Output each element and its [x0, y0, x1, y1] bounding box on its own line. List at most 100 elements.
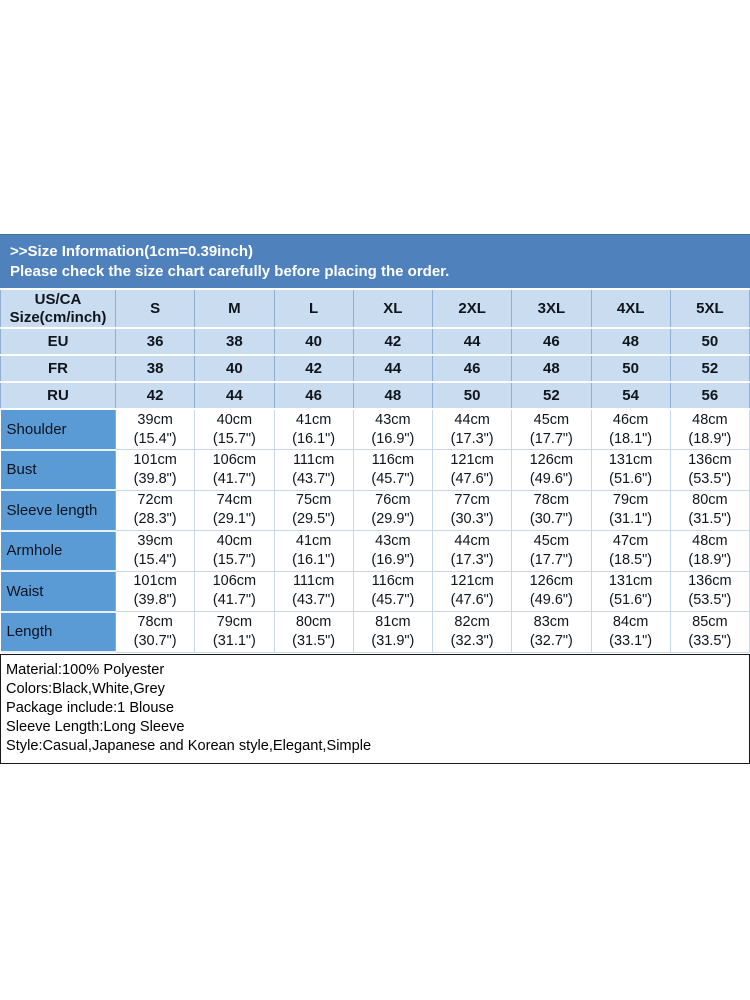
detail-colors: Colors:Black,White,Grey [6, 681, 165, 697]
product-details-box: Material:100% Polyester Colors:Black,Whi… [0, 654, 750, 764]
measurement-cm: 48cm [692, 532, 728, 549]
measurement-cm: 85cm [692, 613, 728, 630]
measurement-cm: 106cm [212, 573, 257, 590]
measurement-cell: 77cm (30.3") [431, 489, 513, 531]
measurement-cell: 45cm (17.7") [511, 530, 592, 572]
measurement-cm: 40cm [216, 411, 253, 428]
size-value-cell: 46 [511, 327, 592, 356]
measurement-inch: (51.6") [609, 592, 653, 609]
measurement-inch: (16.9") [371, 430, 415, 447]
measurement-inch: (39.8") [133, 470, 177, 487]
size-column-header: 2XL [431, 288, 513, 329]
measurement-inch: (30.7") [529, 511, 573, 528]
size-value-cell: 36 [114, 327, 196, 356]
measurement-cm: 39cm [137, 532, 173, 549]
measurement-inch: (53.5") [688, 592, 732, 609]
measurement-cell: 78cm (30.7") [114, 611, 196, 653]
measurement-inch: (47.6") [450, 470, 494, 487]
measurement-cell: 85cm (33.5") [669, 611, 750, 653]
measurement-cm: 81cm [375, 613, 411, 630]
measurement-inch: (29.5") [292, 511, 336, 528]
size-info-banner: >>Size Information(1cm=0.39inch) Please … [0, 234, 750, 288]
measurement-cell: 46cm (18.1") [590, 408, 671, 450]
size-value-cell: 50 [669, 327, 750, 356]
measurement-cm: 136cm [688, 573, 732, 590]
measurement-inch: (39.8") [133, 592, 177, 609]
measurement-cm: 101cm [133, 573, 177, 590]
measurement-inch: (41.7") [212, 470, 256, 487]
measurement-inch: (17.7") [529, 551, 573, 568]
size-value-cell: 50 [590, 354, 671, 383]
size-unit-line1: US/CA [34, 290, 82, 308]
size-value-cell: 56 [669, 381, 750, 410]
size-value-cell: 38 [114, 354, 196, 383]
measurement-cm: 111cm [292, 573, 335, 590]
measurement-inch: (29.1") [212, 511, 256, 528]
measurement-inch: (29.9") [371, 511, 415, 528]
measurement-cm: 80cm [295, 613, 332, 630]
measurement-cell: 131cm (51.6") [590, 570, 671, 612]
size-value-cell: 52 [669, 354, 750, 383]
measurement-inch: (16.9") [371, 551, 415, 568]
table-row: Armhole 39cm (15.4") 40cm (15.7") 41cm (16.… [0, 530, 750, 572]
measurement-cm: 76cm [375, 492, 411, 509]
measurement-inch: (15.7") [212, 430, 256, 447]
measurement-inch: (16.1") [292, 551, 336, 568]
table-row: Shoulder 39cm (15.4") 40cm (15.7") 41cm (16… [0, 408, 750, 451]
measurement-inch: (47.6") [450, 592, 494, 609]
measurement-inch: (17.7") [529, 430, 573, 447]
measurement-cell: 76cm (29.9") [352, 489, 434, 531]
measurement-inch: (31.5") [688, 511, 732, 528]
measurement-cell: 101cm (39.8") [114, 449, 196, 491]
size-value-cell: 42 [273, 354, 354, 383]
measurement-cell: 44cm (17.3") [431, 530, 513, 572]
measurement-cell: 111cm (43.7") [273, 449, 354, 491]
top-whitespace [0, 0, 750, 234]
measurement-cell: 43cm (16.9") [352, 530, 434, 572]
measurement-cell: 41cm (16.1") [273, 530, 354, 572]
measurement-cm: 77cm [454, 492, 490, 509]
measurement-cm: 126cm [529, 451, 574, 468]
measurement-cell: 106cm (41.7") [194, 570, 275, 612]
measure-row-label: Shoulder [0, 409, 116, 451]
size-unit-line2: Size(cm/inch) [9, 308, 107, 326]
measurement-cm: 44cm [454, 411, 490, 428]
measurement-cell: 84cm (33.1") [590, 611, 671, 653]
measurement-inch: (15.4") [133, 430, 177, 447]
table-row: Sleeve length 72cm (28.3") 74cm (29.1") 75… [0, 489, 750, 532]
measurement-cell: 136cm (53.5") [669, 449, 750, 491]
region-row-label: FR [0, 354, 116, 383]
measurement-cell: 74cm (29.1") [194, 489, 275, 531]
measurement-inch: (31.9") [371, 632, 415, 649]
measurement-cell: 41cm (16.1") [273, 408, 354, 450]
measurement-cell: 116cm (45.7") [352, 449, 434, 491]
size-column-header: L [273, 288, 354, 329]
size-table: US/CA Size(cm/inch) S M L XL 2XL 3XL 4XL… [0, 288, 750, 653]
size-column-header: M [194, 288, 275, 329]
measurement-inch: (45.7") [371, 470, 415, 487]
measurement-inch: (18.9") [688, 430, 732, 447]
size-value-cell: 48 [352, 381, 434, 410]
size-value-cell: 40 [273, 327, 354, 356]
region-row-label: EU [0, 327, 116, 356]
measurement-cm: 79cm [216, 613, 253, 630]
table-header-row: US/CA Size(cm/inch) S M L XL 2XL 3XL 4XL… [0, 288, 750, 329]
measurement-cell: 81cm (31.9") [352, 611, 434, 653]
size-column-header: 5XL [669, 288, 750, 329]
measure-row-label: Bust [0, 449, 116, 491]
measurement-cell: 72cm (28.3") [114, 489, 196, 531]
measure-row-label: Sleeve length [0, 490, 116, 532]
measurement-cm: 101cm [133, 451, 177, 468]
measurement-inch: (28.3") [133, 511, 177, 528]
measurement-cm: 43cm [375, 532, 411, 549]
measurement-cell: 39cm (15.4") [114, 408, 196, 450]
measurement-inch: (30.7") [133, 632, 177, 649]
table-row: Bust 101cm (39.8") 106cm (41.7") 111cm (43.… [0, 449, 750, 491]
measurement-inch: (51.6") [609, 470, 653, 487]
measurement-inch: (41.7") [212, 592, 256, 609]
measurement-cell: 116cm (45.7") [352, 570, 434, 612]
size-value-cell: 48 [590, 327, 671, 356]
measurement-cm: 45cm [533, 411, 570, 428]
measurement-cell: 111cm (43.7") [273, 570, 354, 612]
measurement-cell: 106cm (41.7") [194, 449, 275, 491]
